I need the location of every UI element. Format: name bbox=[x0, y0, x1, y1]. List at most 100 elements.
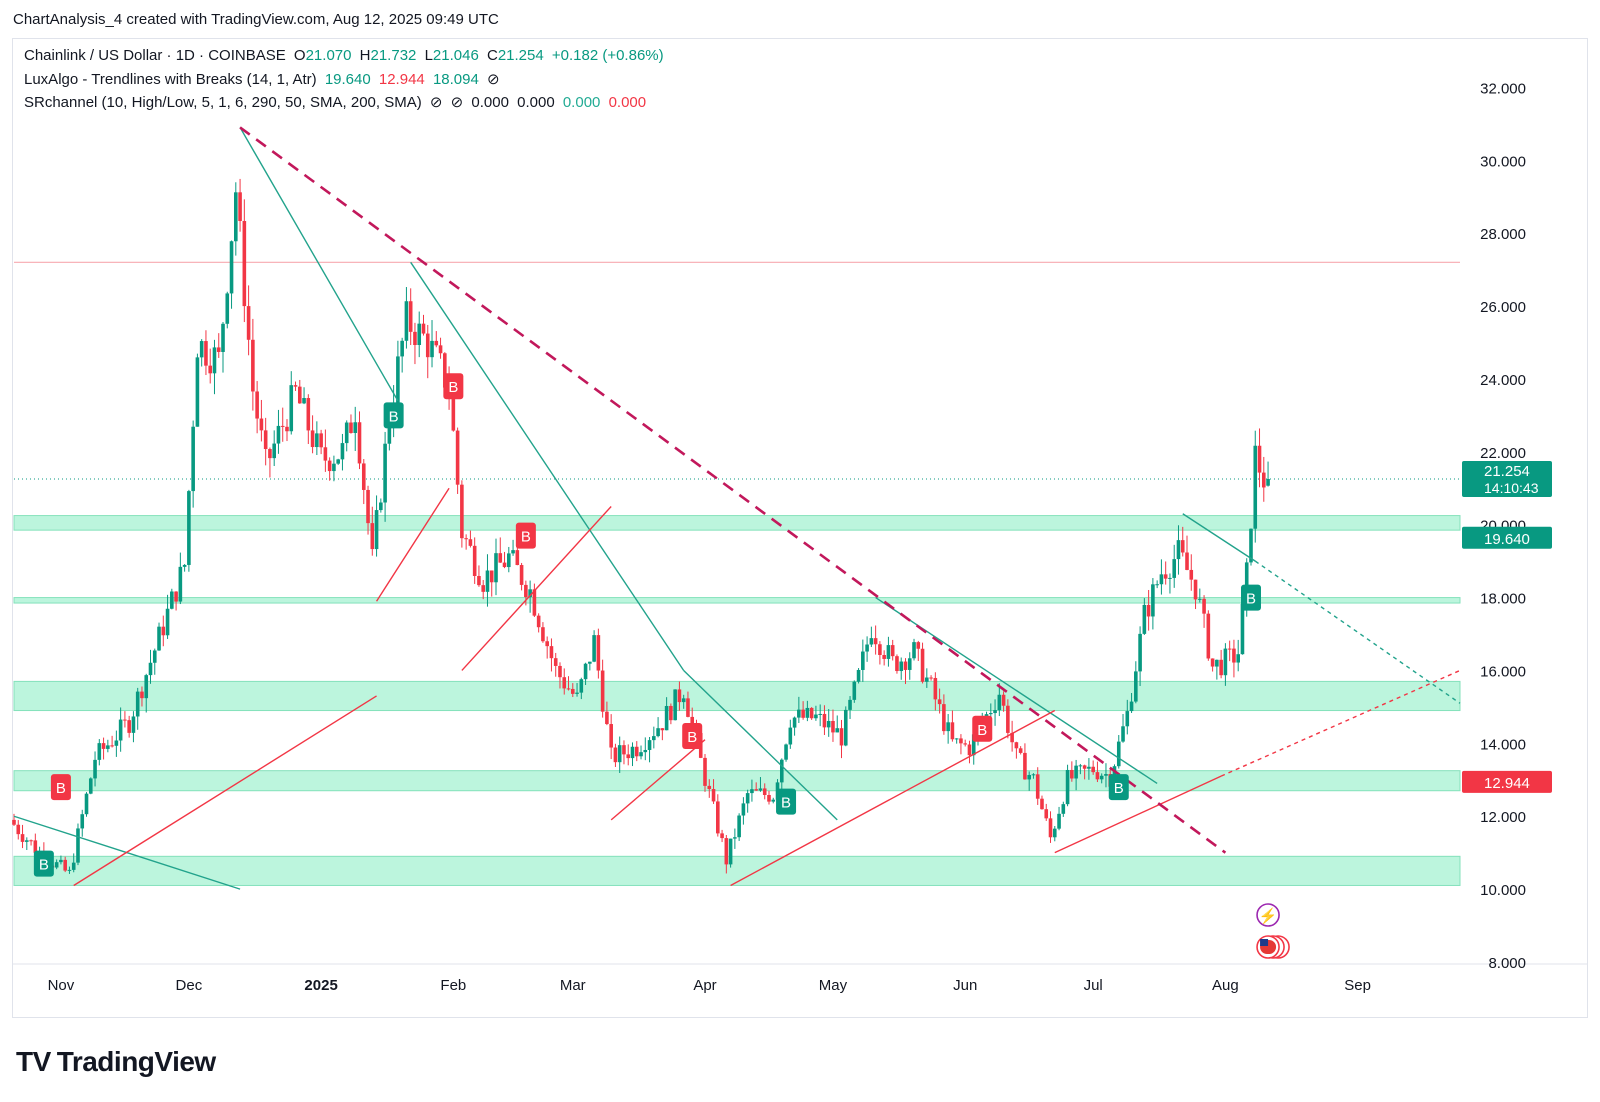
y-tick-label: 32.000 bbox=[1480, 80, 1526, 97]
candle bbox=[315, 433, 319, 448]
candle bbox=[477, 575, 481, 586]
candle bbox=[29, 840, 33, 842]
break-label-box bbox=[682, 723, 703, 750]
candle bbox=[1010, 732, 1014, 743]
candle bbox=[839, 728, 844, 746]
candle bbox=[899, 661, 904, 672]
candle bbox=[779, 759, 784, 783]
indicator-name-srchannel[interactable]: SRchannel (10, High/Low, 5, 1, 6, 290, 5… bbox=[24, 94, 422, 111]
candle bbox=[114, 740, 119, 746]
candle bbox=[826, 720, 831, 728]
candle bbox=[822, 713, 827, 728]
countdown-text: 14:10:43 bbox=[1484, 480, 1539, 496]
candle bbox=[818, 713, 822, 715]
candle bbox=[805, 707, 810, 718]
candle bbox=[455, 430, 460, 485]
candle bbox=[460, 484, 464, 539]
candle bbox=[327, 460, 332, 472]
candle bbox=[161, 626, 166, 636]
candle bbox=[16, 824, 21, 835]
break-label-text: B bbox=[1114, 780, 1124, 797]
candle bbox=[745, 793, 750, 804]
candle bbox=[784, 744, 788, 760]
candle bbox=[1048, 818, 1053, 838]
candle bbox=[1040, 798, 1044, 810]
trendline bbox=[239, 127, 399, 402]
candle bbox=[349, 422, 353, 433]
candle bbox=[579, 679, 584, 693]
candle bbox=[950, 722, 955, 740]
y-tick-label: 8.000 bbox=[1488, 955, 1526, 972]
x-tick-label: Jun bbox=[953, 977, 977, 994]
last-price-tag bbox=[1462, 460, 1552, 497]
candle bbox=[468, 539, 473, 546]
candle bbox=[767, 794, 771, 802]
candle bbox=[1095, 772, 1100, 780]
trendline bbox=[461, 505, 612, 671]
candle bbox=[361, 463, 366, 490]
candle bbox=[1027, 774, 1031, 780]
candle bbox=[93, 759, 97, 779]
candle bbox=[1065, 769, 1070, 805]
hide-eye-icon[interactable]: ⊘ bbox=[487, 71, 500, 88]
candle bbox=[890, 645, 895, 657]
x-tick-label: Dec bbox=[176, 977, 203, 994]
tradingview-logo[interactable]: TV TradingView bbox=[16, 1046, 216, 1078]
candle bbox=[750, 789, 754, 794]
indicator-name-luxalgo[interactable]: LuxAlgo - Trendlines with Breaks (14, 1,… bbox=[24, 71, 317, 88]
candle bbox=[1129, 701, 1134, 712]
hide-eye-icon[interactable]: ⊘ bbox=[429, 94, 443, 111]
candle bbox=[1023, 752, 1027, 780]
candle bbox=[366, 489, 370, 524]
candle bbox=[1266, 478, 1270, 486]
candle bbox=[946, 722, 950, 732]
srchannel-value-3: 0.000 bbox=[562, 94, 601, 111]
candle bbox=[549, 646, 554, 659]
candle bbox=[1206, 613, 1211, 659]
x-tick-label: Jul bbox=[1084, 977, 1103, 994]
candle bbox=[1202, 598, 1206, 614]
candle bbox=[59, 859, 63, 863]
candle bbox=[1253, 445, 1258, 529]
candle bbox=[144, 675, 149, 699]
x-tick-label: Feb bbox=[440, 977, 466, 994]
break-label-text: B bbox=[39, 857, 49, 874]
candle bbox=[831, 720, 835, 733]
candle bbox=[1078, 765, 1083, 767]
us-flag-icon bbox=[1260, 939, 1269, 946]
candle bbox=[221, 323, 225, 352]
symbol-name[interactable]: Chainlink / US Dollar · 1D · COINBASE bbox=[24, 47, 286, 64]
x-tick-label: Nov bbox=[48, 977, 75, 994]
candle bbox=[933, 677, 938, 700]
candle bbox=[187, 491, 191, 565]
trendline bbox=[1054, 775, 1222, 854]
y-tick-label: 18.000 bbox=[1480, 591, 1526, 608]
candle bbox=[263, 430, 268, 450]
price-chart[interactable]: B B B B B B B B B B ⚡ 32.000 30.000 28.000 26.000 24.00… bbox=[0, 0, 1600, 1040]
y-tick-label: 10.000 bbox=[1480, 882, 1526, 899]
candle bbox=[370, 523, 375, 550]
candle bbox=[225, 293, 230, 324]
candle bbox=[609, 724, 613, 748]
trendline-extension bbox=[1254, 560, 1461, 704]
candle bbox=[1116, 741, 1121, 767]
symbol-legend: Chainlink / US Dollar · 1D · COINBASE O2… bbox=[24, 47, 668, 64]
candle bbox=[67, 869, 72, 871]
candle bbox=[310, 430, 315, 448]
hide-eye-icon[interactable]: ⊘ bbox=[450, 94, 464, 111]
candle bbox=[771, 799, 776, 802]
break-label-box bbox=[383, 402, 404, 429]
y-tick-label: 22.000 bbox=[1480, 445, 1526, 462]
candle bbox=[502, 562, 507, 568]
break-label-box bbox=[33, 850, 54, 877]
candle bbox=[1052, 828, 1057, 838]
candle bbox=[886, 645, 891, 659]
candle bbox=[1006, 705, 1010, 733]
trendline bbox=[683, 669, 838, 821]
candle bbox=[869, 638, 874, 645]
candle bbox=[1223, 648, 1228, 676]
candle bbox=[865, 644, 869, 652]
candle bbox=[110, 745, 114, 747]
x-tick-label: May bbox=[819, 977, 848, 994]
indicator-value-third: 18.094 bbox=[432, 71, 479, 88]
